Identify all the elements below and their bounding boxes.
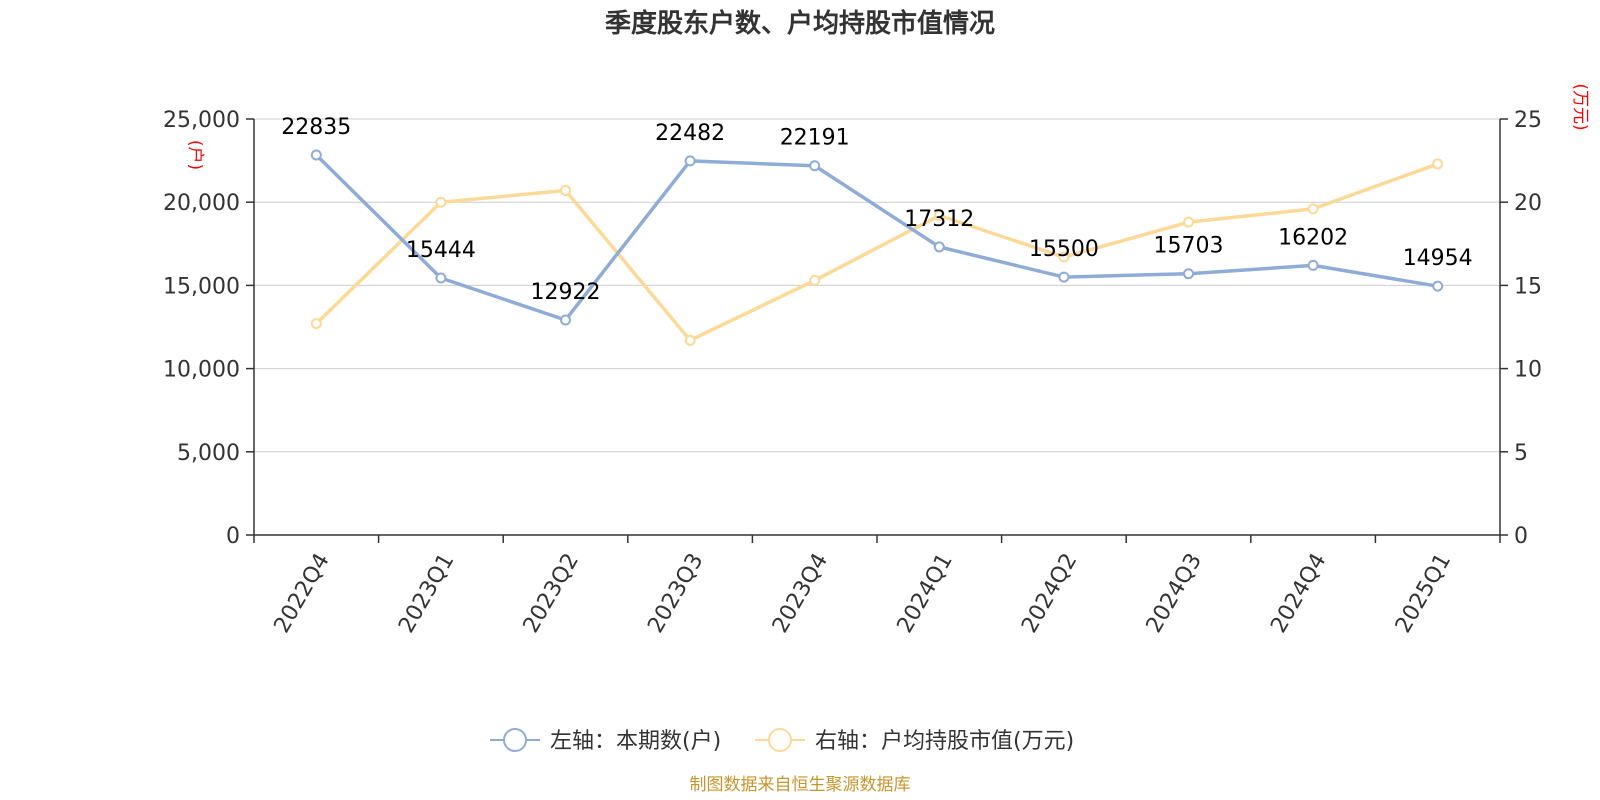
data-point bbox=[1307, 203, 1319, 215]
data-labels: 22835 15444 12922 22482 22191 17312 15500 15703… bbox=[281, 115, 1472, 305]
legend-marker bbox=[768, 728, 792, 752]
data-label: 22191 bbox=[780, 126, 850, 151]
x-tick-label: 2023Q1 bbox=[394, 549, 459, 637]
chart-title: 季度股东户数、户均持股市值情况 bbox=[605, 8, 995, 39]
data-point bbox=[684, 155, 696, 167]
data-point bbox=[435, 196, 447, 208]
right-axis-ticks: 0 5 10 15 20 25 bbox=[1500, 108, 1542, 549]
x-tick-label: 2023Q4 bbox=[768, 549, 833, 637]
data-point bbox=[684, 334, 696, 346]
data-label: 17312 bbox=[904, 207, 974, 232]
data-label: 15703 bbox=[1154, 234, 1224, 259]
grid-lines bbox=[254, 118, 1500, 453]
data-point bbox=[933, 241, 945, 253]
x-tick-label: 2024Q4 bbox=[1266, 549, 1331, 637]
legend-label: 左轴：本期数(户) bbox=[550, 729, 721, 754]
x-axis-ticks: 2022Q4 2023Q1 2023Q2 2023Q3 2023Q4 2024Q1 2024… bbox=[253, 535, 1501, 637]
x-tick-label: 2024Q1 bbox=[893, 549, 958, 637]
data-point bbox=[1183, 268, 1194, 280]
left-tick-label: 5,000 bbox=[177, 441, 240, 466]
right-tick-label: 5 bbox=[1514, 441, 1528, 466]
data-point bbox=[809, 160, 821, 172]
legend-label: 右轴：户均持股市值(万元) bbox=[815, 729, 1074, 754]
left-tick-label: 25,000 bbox=[163, 108, 240, 133]
legend-item[interactable]: 左轴：本期数(户) bbox=[490, 728, 721, 754]
left-tick-label: 0 bbox=[226, 524, 240, 549]
left-axis-ticks: 0 5,000 10,000 15,000 20,000 25,000 bbox=[163, 108, 254, 549]
x-tick-label: 2024Q2 bbox=[1017, 549, 1082, 637]
data-label: 15500 bbox=[1029, 237, 1099, 262]
series-line-avg-holding-value bbox=[315, 162, 1439, 343]
right-tick-label: 10 bbox=[1514, 358, 1542, 383]
data-label: 16202 bbox=[1278, 225, 1348, 250]
right-axis-unit: (万元) bbox=[1570, 83, 1590, 130]
data-label: 14954 bbox=[1403, 246, 1473, 271]
data-point bbox=[1307, 259, 1319, 271]
left-tick-label: 15,000 bbox=[163, 274, 240, 299]
series-layer bbox=[310, 149, 1444, 346]
data-point bbox=[1432, 280, 1444, 292]
axes bbox=[253, 119, 1501, 536]
left-tick-label: 10,000 bbox=[163, 358, 240, 383]
right-tick-label: 25 bbox=[1514, 108, 1542, 133]
data-point bbox=[809, 274, 821, 286]
legend-item[interactable]: 右轴：户均持股市值(万元) bbox=[755, 728, 1074, 754]
data-point bbox=[560, 185, 571, 197]
x-tick-label: 2022Q4 bbox=[270, 549, 335, 637]
data-point bbox=[1432, 158, 1444, 170]
x-tick-label: 2025Q1 bbox=[1391, 549, 1456, 637]
data-point bbox=[310, 149, 322, 161]
legend-marker bbox=[503, 728, 527, 752]
x-tick-label: 2023Q2 bbox=[519, 549, 584, 637]
right-tick-label: 20 bbox=[1514, 191, 1542, 216]
data-point bbox=[933, 210, 945, 222]
left-tick-label: 20,000 bbox=[163, 191, 240, 216]
source-note: 制图数据来自恒生聚源数据库 bbox=[690, 775, 911, 795]
data-point bbox=[435, 272, 447, 284]
data-label: 22835 bbox=[281, 115, 351, 140]
series-line-holder-count bbox=[315, 153, 1438, 322]
x-tick-label: 2023Q3 bbox=[643, 549, 708, 637]
data-label: 12922 bbox=[531, 280, 601, 305]
right-tick-label: 15 bbox=[1514, 274, 1542, 299]
data-label: 22482 bbox=[655, 121, 725, 146]
right-tick-label: 0 bbox=[1514, 524, 1528, 549]
data-point bbox=[1058, 251, 1070, 263]
data-point bbox=[1058, 271, 1070, 283]
legend[interactable]: 左轴：本期数(户) 右轴：户均持股市值(万元) bbox=[490, 728, 1074, 754]
data-point bbox=[560, 314, 571, 326]
data-point bbox=[1183, 216, 1194, 228]
data-label: 15444 bbox=[406, 238, 476, 263]
data-point bbox=[310, 318, 322, 330]
left-axis-unit: (户) bbox=[185, 140, 205, 170]
x-tick-label: 2024Q3 bbox=[1142, 549, 1207, 637]
